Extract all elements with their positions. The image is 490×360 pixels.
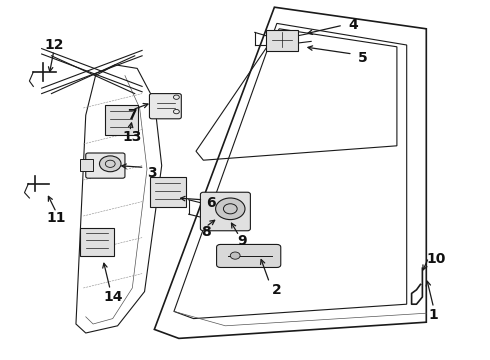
- FancyBboxPatch shape: [86, 153, 125, 178]
- FancyBboxPatch shape: [217, 244, 281, 267]
- FancyBboxPatch shape: [266, 30, 298, 51]
- FancyBboxPatch shape: [200, 192, 250, 231]
- Circle shape: [216, 198, 245, 220]
- Text: 14: 14: [103, 290, 122, 304]
- Circle shape: [99, 156, 121, 172]
- Text: 12: 12: [44, 38, 64, 52]
- FancyBboxPatch shape: [80, 159, 93, 171]
- Circle shape: [230, 252, 240, 259]
- Text: 6: 6: [206, 197, 216, 210]
- Text: 4: 4: [348, 18, 358, 32]
- Text: 13: 13: [122, 130, 142, 144]
- Text: 5: 5: [358, 51, 368, 64]
- FancyBboxPatch shape: [105, 105, 138, 135]
- FancyBboxPatch shape: [149, 94, 181, 119]
- Text: 11: 11: [47, 211, 66, 225]
- Text: 9: 9: [238, 234, 247, 248]
- Text: 2: 2: [272, 283, 282, 297]
- FancyBboxPatch shape: [80, 228, 114, 256]
- Text: 7: 7: [127, 108, 137, 122]
- Text: 3: 3: [147, 166, 157, 180]
- Text: 1: 1: [429, 308, 439, 322]
- FancyBboxPatch shape: [150, 177, 186, 207]
- Text: 10: 10: [426, 252, 446, 266]
- Text: 8: 8: [201, 225, 211, 239]
